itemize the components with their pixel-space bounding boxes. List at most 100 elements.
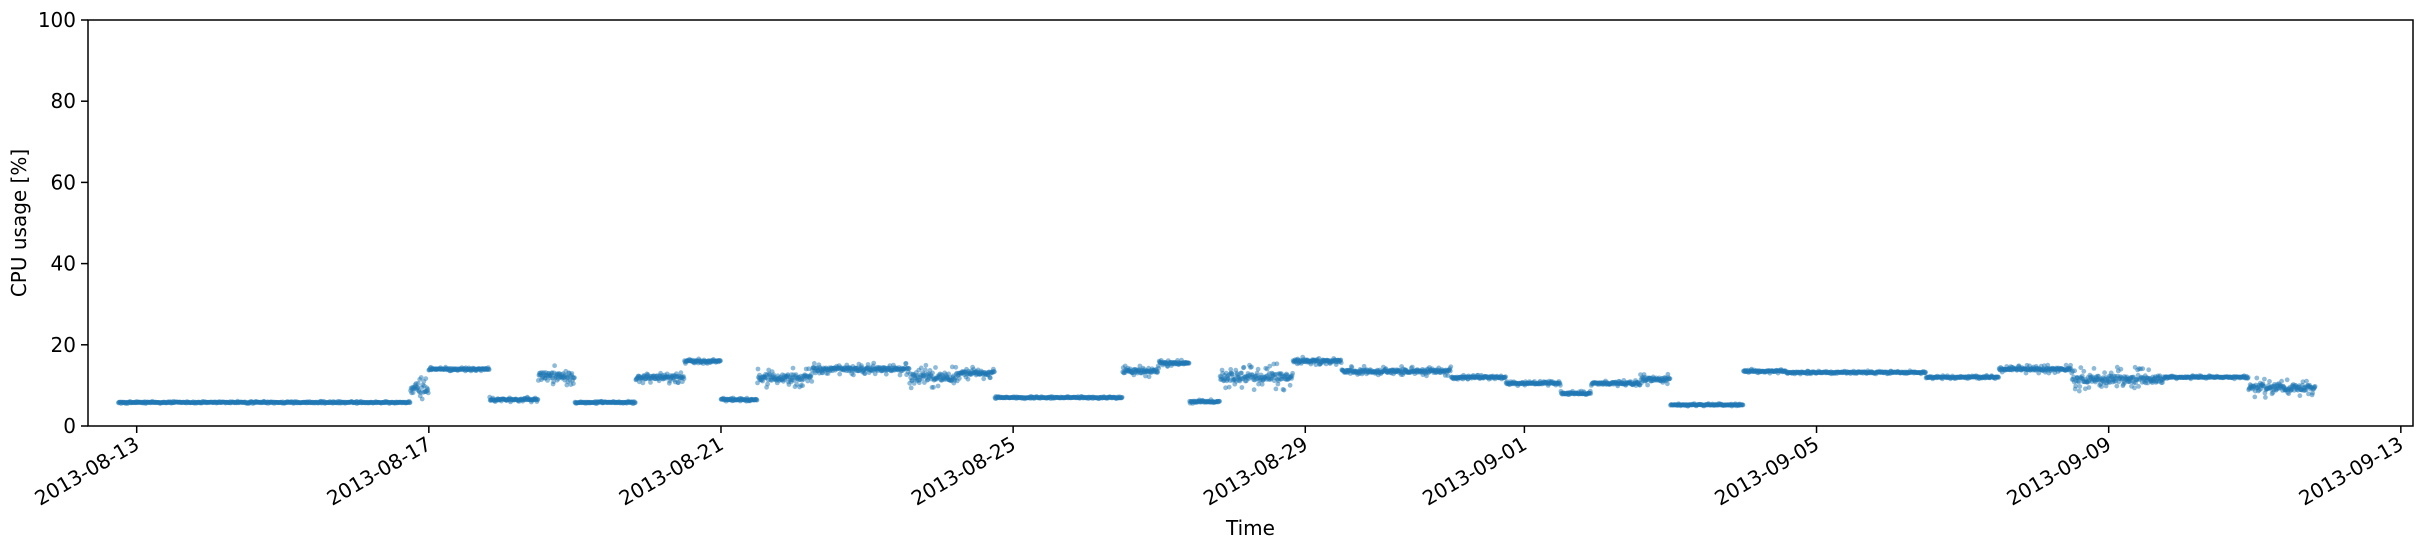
y-tick-label: 0 xyxy=(63,414,76,438)
data-point xyxy=(535,397,541,402)
data-point xyxy=(1665,381,1670,387)
data-point xyxy=(1338,360,1344,366)
data-point xyxy=(2102,370,2108,376)
data-point xyxy=(1217,398,1222,404)
data-point xyxy=(1274,361,1280,367)
data-point xyxy=(935,383,941,389)
data-point xyxy=(923,362,929,368)
data-point xyxy=(2073,383,2079,389)
data-point xyxy=(718,358,723,364)
data-point xyxy=(2284,377,2290,383)
data-point xyxy=(2286,391,2292,397)
data-point xyxy=(2306,391,2311,397)
data-point xyxy=(1255,366,1261,372)
data-point xyxy=(811,361,817,366)
x-tick-label: 2013-09-01 xyxy=(1418,432,1531,511)
data-point xyxy=(2114,364,2120,370)
data-point xyxy=(790,365,796,371)
data-point xyxy=(2267,379,2272,384)
data-point xyxy=(906,366,912,372)
data-point xyxy=(2252,394,2258,400)
data-point xyxy=(754,397,760,403)
data-point xyxy=(2262,376,2267,382)
data-point xyxy=(923,367,928,373)
data-point xyxy=(2245,375,2251,380)
data-point xyxy=(1259,381,1265,387)
data-point xyxy=(2304,378,2309,384)
data-point xyxy=(908,385,914,391)
data-point xyxy=(765,381,770,387)
data-point xyxy=(1503,374,1508,380)
data-point xyxy=(2114,383,2120,389)
data-point xyxy=(1923,369,1928,375)
data-point xyxy=(2081,368,2087,374)
data-point xyxy=(1143,373,1148,379)
data-point xyxy=(1996,375,2001,380)
data-point xyxy=(883,371,889,377)
data-point xyxy=(933,365,938,370)
data-point xyxy=(903,361,909,366)
data-point xyxy=(2077,384,2083,389)
data-point xyxy=(2078,365,2084,370)
data-point xyxy=(632,400,638,405)
data-point xyxy=(681,376,687,382)
data-point xyxy=(648,380,653,385)
data-point xyxy=(425,386,431,392)
data-point xyxy=(1228,367,1234,372)
data-point xyxy=(1448,364,1454,370)
data-point xyxy=(678,370,684,376)
data-point xyxy=(2254,375,2260,381)
data-point xyxy=(806,366,812,372)
data-point xyxy=(571,381,576,386)
data-point xyxy=(2132,385,2137,391)
data-point xyxy=(987,375,993,381)
data-point xyxy=(419,396,425,402)
data-point xyxy=(2263,395,2268,400)
data-point xyxy=(800,383,805,389)
x-axis-ticks: 2013-08-13 2013-08-17 2013-08-21 2013-08-25… xyxy=(31,426,2408,511)
data-point xyxy=(1740,402,1746,408)
data-point xyxy=(946,371,952,377)
data-point xyxy=(552,363,557,369)
data-point xyxy=(1249,364,1254,370)
data-point xyxy=(2086,385,2092,390)
data-point xyxy=(2312,384,2318,389)
data-point xyxy=(1445,373,1451,378)
data-point xyxy=(918,365,924,371)
data-point xyxy=(2068,362,2074,368)
y-tick-label: 40 xyxy=(51,252,76,276)
data-point xyxy=(486,367,492,372)
data-point xyxy=(981,376,987,382)
data-point xyxy=(1156,365,1162,371)
data-point xyxy=(1667,376,1673,381)
y-tick-label: 60 xyxy=(51,170,76,194)
data-point xyxy=(862,371,868,376)
data-point xyxy=(410,390,416,396)
data-point xyxy=(2076,379,2082,385)
data-point xyxy=(1349,365,1355,370)
data-point xyxy=(953,364,959,370)
plot-area-frame xyxy=(87,19,2414,427)
data-point xyxy=(2118,366,2124,372)
data-point xyxy=(640,380,646,386)
data-point xyxy=(1645,382,1650,388)
data-point xyxy=(808,372,814,377)
data-point xyxy=(2146,367,2152,373)
data-point xyxy=(1186,360,1192,366)
data-point xyxy=(1409,364,1415,370)
data-point xyxy=(2082,386,2088,392)
data-point xyxy=(992,369,997,375)
data-point xyxy=(1119,394,1125,400)
y-tick-label: 80 xyxy=(51,89,76,113)
data-point xyxy=(1558,382,1563,388)
data-point xyxy=(2300,379,2306,385)
data-point xyxy=(2140,366,2146,372)
data-point xyxy=(965,376,971,382)
x-tick-label: 2013-09-13 xyxy=(2295,432,2408,511)
data-point xyxy=(572,375,577,380)
data-point xyxy=(1287,382,1293,388)
y-axis-label: CPU usage [%] xyxy=(7,149,31,297)
data-point xyxy=(1588,391,1594,396)
data-point xyxy=(871,360,877,366)
data-point xyxy=(837,371,843,377)
